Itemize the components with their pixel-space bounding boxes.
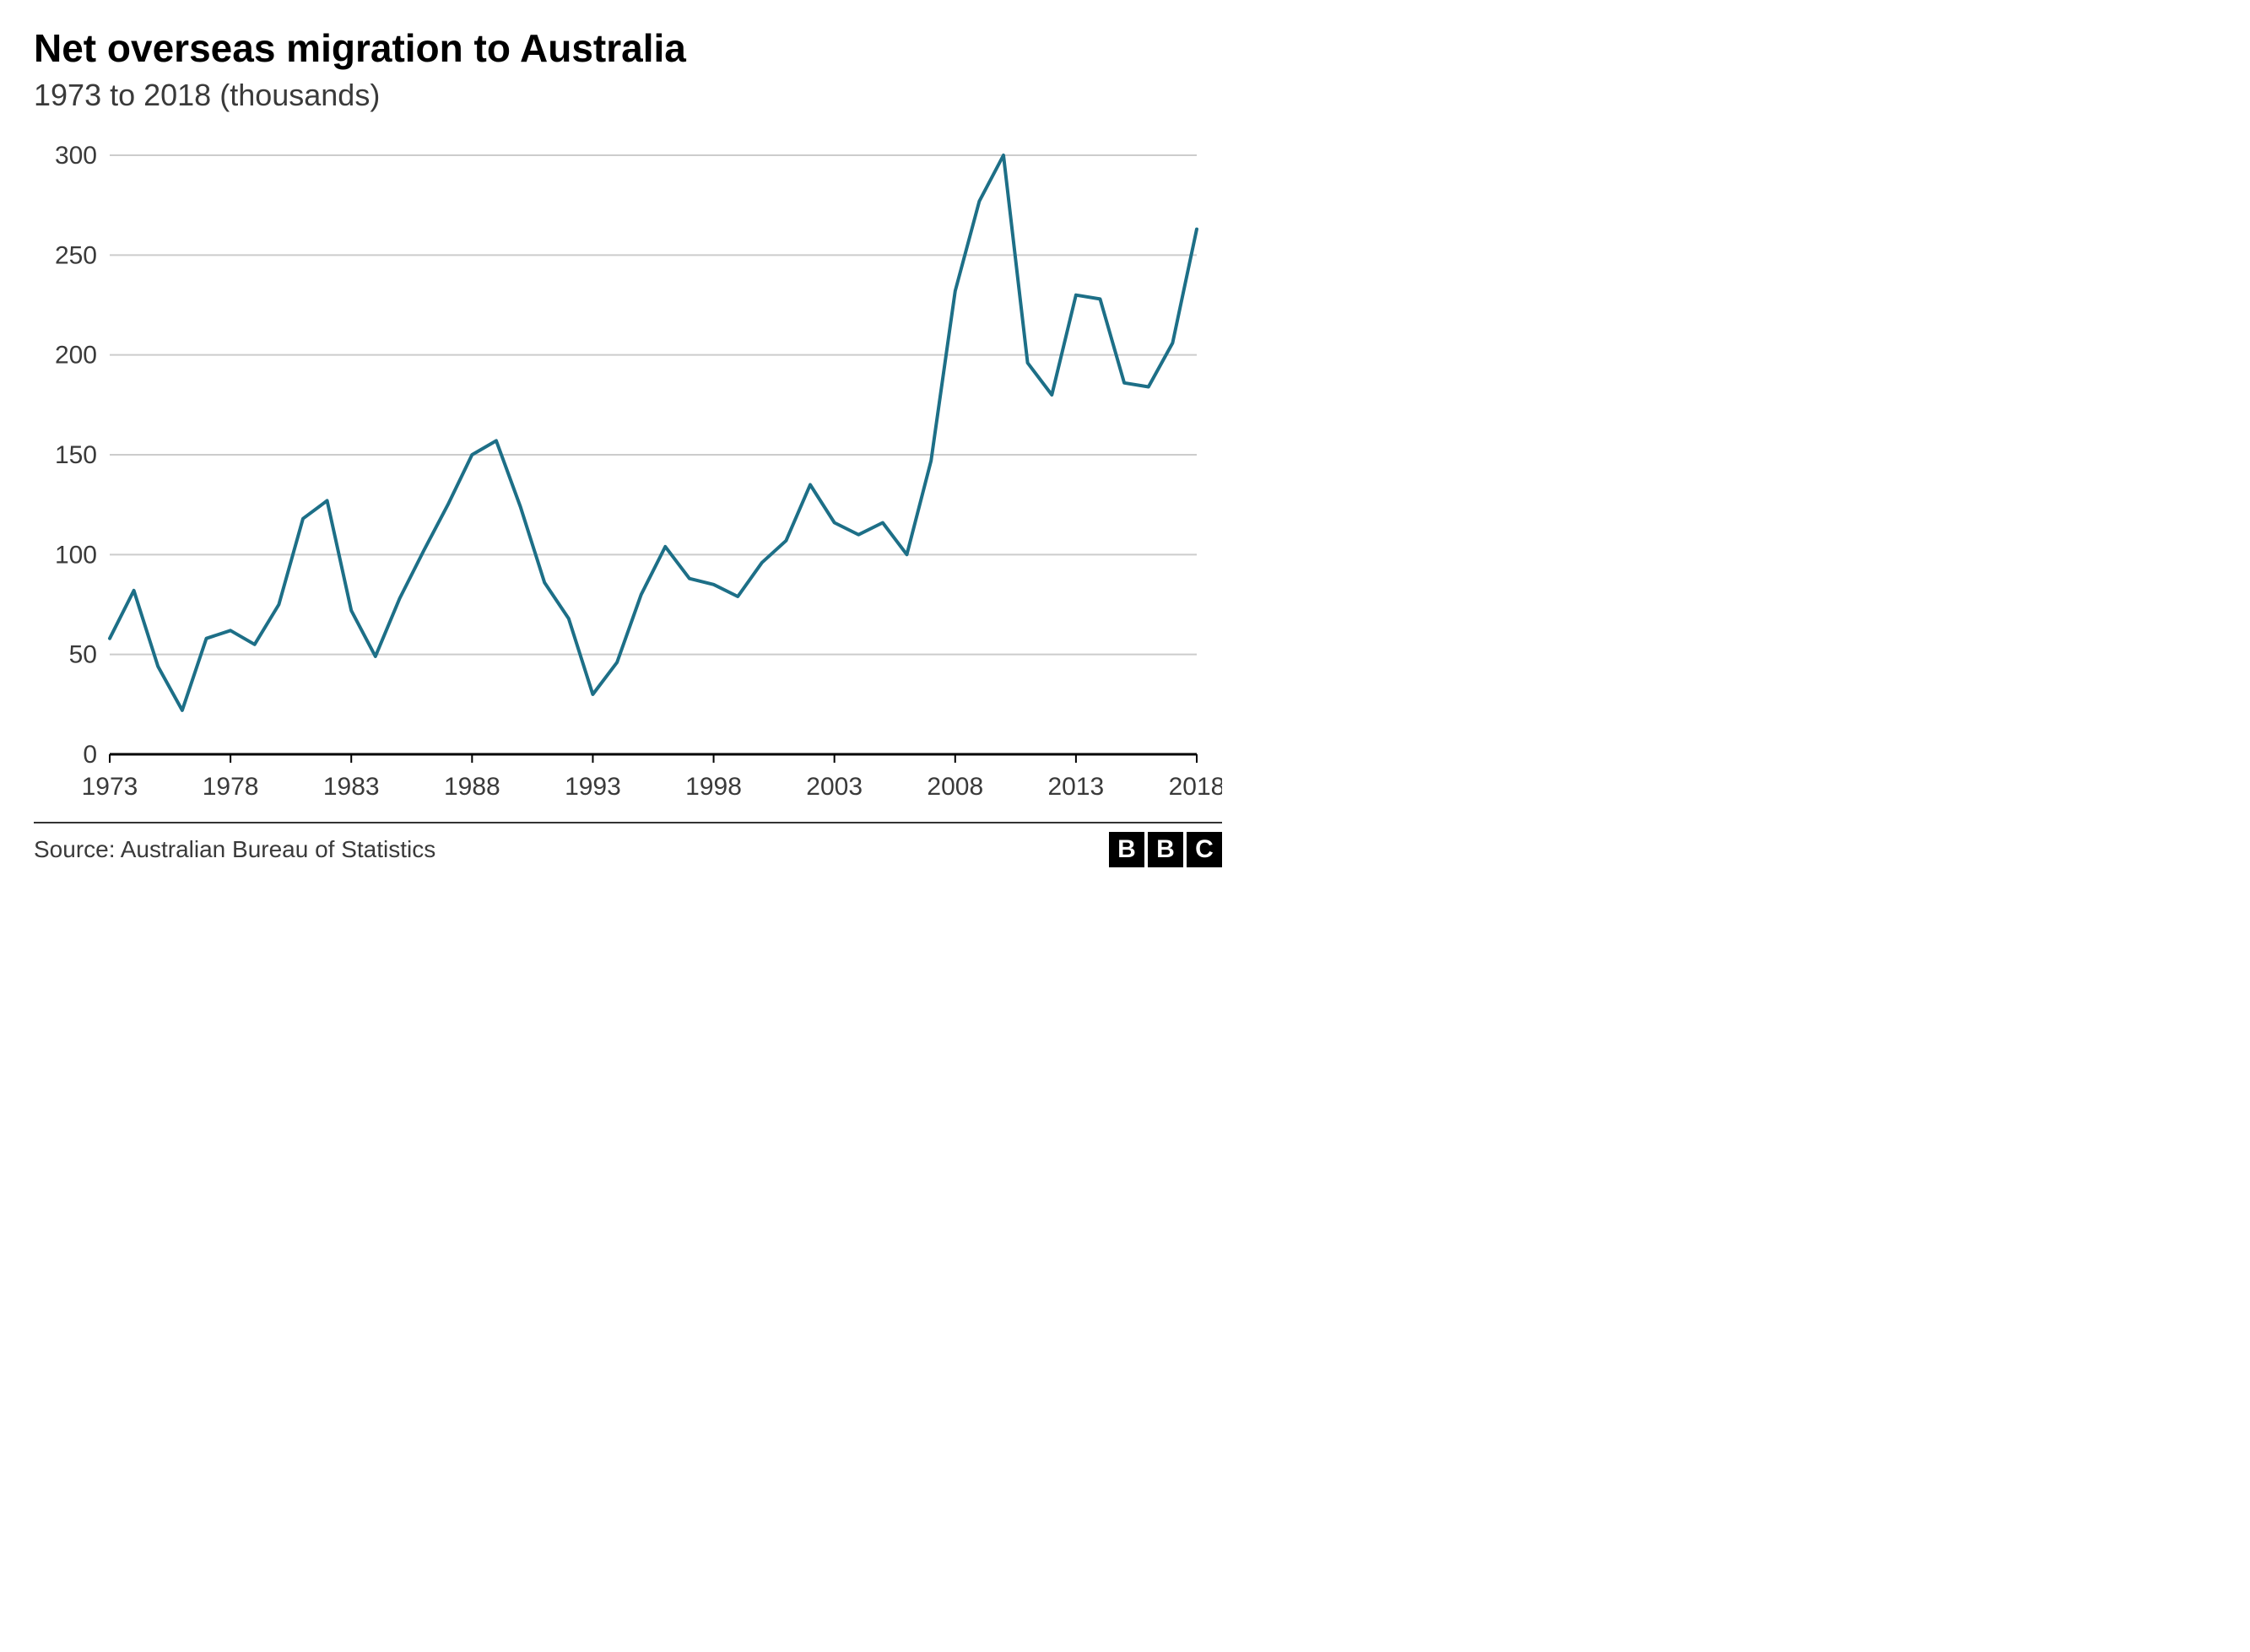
y-tick-label: 50 bbox=[69, 641, 97, 669]
y-tick-label: 100 bbox=[55, 541, 97, 569]
bbc-logo: B B C bbox=[1109, 832, 1222, 867]
x-tick-label: 2008 bbox=[927, 773, 983, 801]
y-tick-label: 300 bbox=[55, 142, 97, 170]
x-tick-label: 2018 bbox=[1169, 773, 1222, 801]
x-tick-label: 1988 bbox=[444, 773, 500, 801]
y-tick-label: 0 bbox=[83, 741, 97, 769]
source-text: Source: Australian Bureau of Statistics bbox=[34, 836, 435, 863]
bbc-logo-letter: C bbox=[1187, 832, 1222, 867]
x-tick-label: 2013 bbox=[1048, 773, 1105, 801]
plot-area: 0 50 100 150 200 250 300 1973 1978 1983 1988 1993 19… bbox=[34, 138, 1222, 813]
bbc-logo-letter: B bbox=[1148, 832, 1183, 867]
line-chart-svg: 0 50 100 150 200 250 300 1973 1978 1983 1988 1993 19… bbox=[34, 138, 1222, 813]
x-tick-label: 1973 bbox=[82, 773, 138, 801]
chart-subtitle: 1973 to 2018 (thousands) bbox=[34, 78, 1222, 113]
bbc-logo-letter: B bbox=[1109, 832, 1144, 867]
x-tick-label: 1993 bbox=[565, 773, 621, 801]
y-tick-label: 150 bbox=[55, 441, 97, 469]
x-tick-label: 2003 bbox=[806, 773, 863, 801]
chart-title: Net overseas migration to Australia bbox=[34, 25, 1222, 71]
chart-container: Net overseas migration to Australia 1973… bbox=[0, 0, 1256, 922]
y-tick-label: 200 bbox=[55, 342, 97, 370]
migration-line bbox=[110, 155, 1197, 710]
chart-footer: Source: Australian Bureau of Statistics … bbox=[34, 822, 1222, 867]
x-tick-label: 1998 bbox=[685, 773, 742, 801]
x-tick-label: 1983 bbox=[323, 773, 380, 801]
y-tick-label: 250 bbox=[55, 241, 97, 269]
x-tick-label: 1978 bbox=[203, 773, 259, 801]
